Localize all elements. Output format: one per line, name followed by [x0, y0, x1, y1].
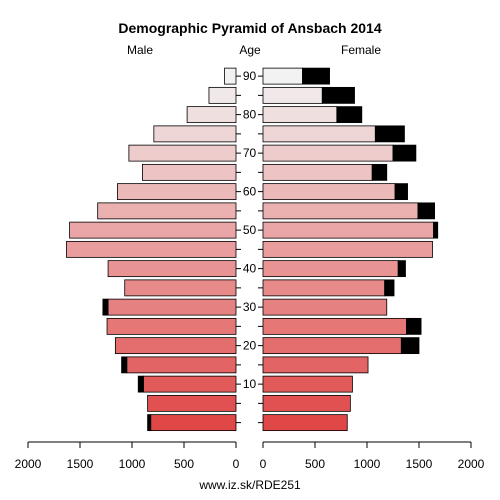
- female-bar: [262, 337, 402, 355]
- male-excess-bar: [102, 298, 109, 316]
- female-bar: [262, 279, 386, 297]
- male-bar: [97, 202, 237, 220]
- footer-url: www.iz.sk/RDE251: [198, 478, 301, 492]
- male-x-tick-label: 0: [233, 457, 240, 471]
- chart-title: Demographic Pyramid of Ansbach 2014: [118, 20, 381, 36]
- male-x-tick-label: 1000: [119, 457, 146, 471]
- female-x-tick-label: 500: [305, 457, 325, 471]
- female-bar: [262, 317, 407, 335]
- male-bar: [117, 183, 237, 201]
- female-bar: [262, 414, 348, 432]
- male-bar: [107, 260, 237, 278]
- female-label: Female: [341, 43, 381, 57]
- female-bar: [262, 356, 369, 374]
- male-x-tick-label: 1500: [67, 457, 94, 471]
- age-axis: 10 20 30 40 50 60 70 80 90: [236, 69, 263, 424]
- female-excess-bar: [394, 183, 408, 201]
- female-excess-bar: [417, 202, 435, 220]
- male-bar: [107, 298, 237, 316]
- female-bars: [262, 67, 439, 432]
- female-excess-bar: [302, 67, 330, 85]
- male-bar: [150, 414, 237, 432]
- male-bar: [186, 106, 237, 124]
- male-excess-bar: [121, 356, 128, 374]
- male-bar: [126, 356, 237, 374]
- female-bar: [262, 394, 351, 412]
- male-bar: [69, 221, 237, 239]
- female-bar: [262, 375, 353, 393]
- male-bar: [106, 317, 237, 335]
- male-bar: [208, 86, 237, 104]
- female-excess-bar: [392, 144, 417, 162]
- female-bar: [262, 144, 394, 162]
- female-bar: [262, 86, 323, 104]
- female-bar: [262, 125, 376, 143]
- female-bar: [262, 67, 303, 85]
- female-excess-bar: [336, 106, 363, 124]
- female-bar: [262, 221, 434, 239]
- male-excess-bar: [147, 414, 152, 432]
- male-bar: [114, 337, 237, 355]
- male-x-tick-label: 500: [174, 457, 194, 471]
- female-excess-bar: [397, 260, 406, 278]
- male-bar: [147, 394, 237, 412]
- female-excess-bar: [406, 317, 422, 335]
- female-bar: [262, 202, 419, 220]
- female-bar: [262, 183, 396, 201]
- age-tick-label: 70: [243, 146, 257, 160]
- age-label: Age: [239, 43, 261, 57]
- female-bar: [262, 298, 388, 316]
- female-excess-bar: [321, 86, 355, 104]
- age-tick-label: 50: [243, 223, 257, 237]
- female-excess-bar: [384, 279, 395, 297]
- female-x-tick-label: 1000: [354, 457, 381, 471]
- age-tick-label: 90: [243, 69, 257, 83]
- female-excess-bar: [400, 337, 420, 355]
- female-x-tick-label: 0: [260, 457, 267, 471]
- female-excess-bar: [371, 163, 388, 181]
- female-bar: [262, 163, 373, 181]
- male-bars: [66, 67, 237, 432]
- male-excess-bar: [137, 375, 144, 393]
- female-bar: [262, 106, 338, 124]
- male-bar: [143, 375, 237, 393]
- age-tick-label: 60: [243, 185, 257, 199]
- female-bar: [262, 240, 433, 258]
- female-x-tick-label: 1500: [406, 457, 433, 471]
- male-bar: [66, 240, 237, 258]
- female-bar: [262, 260, 399, 278]
- age-tick-label: 30: [243, 300, 257, 314]
- male-bar: [141, 163, 237, 181]
- male-label: Male: [127, 43, 153, 57]
- age-tick-label: 40: [243, 262, 257, 276]
- male-bar: [224, 67, 237, 85]
- age-tick-label: 80: [243, 108, 257, 122]
- x-axes: 0 0 500 500 1000 1000 1500 1500 2000 2000: [15, 441, 485, 471]
- female-excess-bar: [374, 125, 405, 143]
- age-tick-label: 20: [243, 339, 257, 353]
- female-x-tick-label: 2000: [458, 457, 485, 471]
- female-excess-bar: [433, 221, 439, 239]
- age-tick-label: 10: [243, 377, 257, 391]
- male-bar: [153, 125, 237, 143]
- male-bar: [124, 279, 237, 297]
- male-bar: [128, 144, 237, 162]
- male-x-tick-label: 2000: [15, 457, 42, 471]
